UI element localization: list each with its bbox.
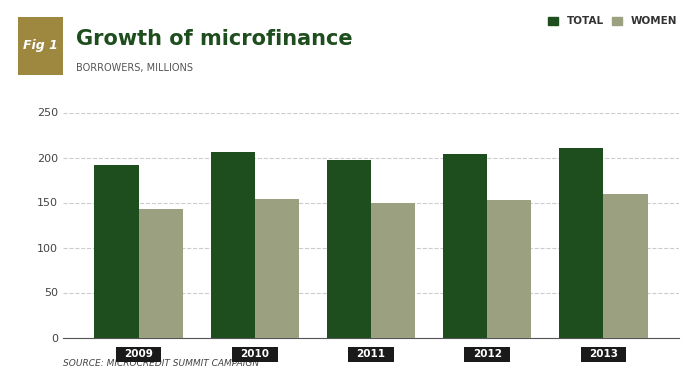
Text: 2013: 2013 [589,350,618,359]
Bar [443,154,487,338]
Bar [371,203,415,338]
Text: 2009: 2009 [124,350,153,359]
Bar [94,165,139,338]
Text: Growth of microfinance: Growth of microfinance [76,29,352,50]
Bar [211,152,255,338]
Bar [139,209,183,338]
Text: 2012: 2012 [473,350,502,359]
Text: 2010: 2010 [240,350,270,359]
Text: SOURCE: MICROCREDIT SUMMIT CAMPAIGN: SOURCE: MICROCREDIT SUMMIT CAMPAIGN [63,358,259,368]
Bar [559,148,603,338]
Text: Fig 1: Fig 1 [23,39,57,53]
Bar [487,200,531,338]
Text: BORROWERS, MILLIONS: BORROWERS, MILLIONS [76,63,192,72]
Text: 2011: 2011 [356,350,386,359]
Bar [603,194,648,338]
Legend: TOTAL, WOMEN: TOTAL, WOMEN [548,16,678,27]
Bar [327,160,371,338]
Bar [255,199,299,338]
